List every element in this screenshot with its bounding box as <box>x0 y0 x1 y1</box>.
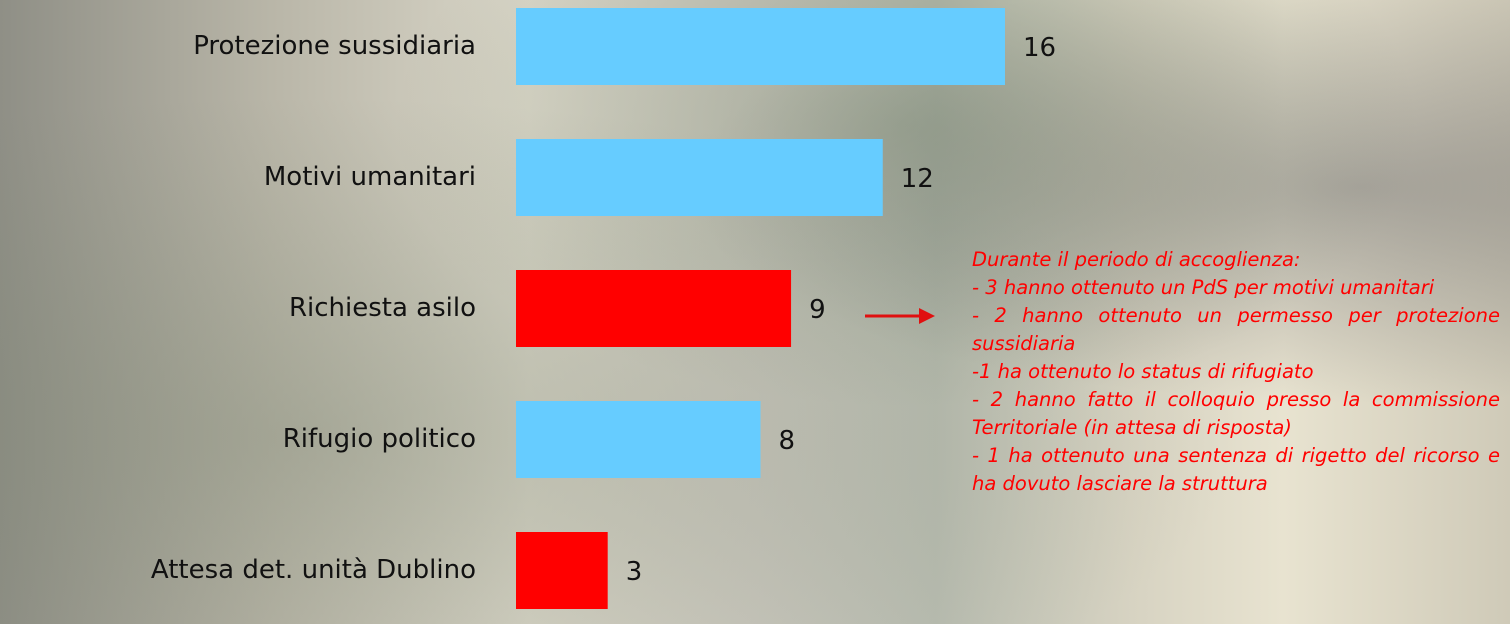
bar <box>516 532 608 609</box>
annotation-line: - 1 ha ottenuto una sentenza di rigetto … <box>972 442 1500 498</box>
category-label: Protezione sussidiaria <box>193 31 476 61</box>
bar <box>516 139 883 216</box>
annotation-line: - 2 hanno fatto il colloquio presso la c… <box>972 386 1500 442</box>
annotation-line: - 3 hanno ottenuto un PdS per motivi uma… <box>972 274 1500 302</box>
value-label: 3 <box>626 557 643 587</box>
annotation-line: - 2 hanno ottenuto un permesso per prote… <box>972 302 1500 358</box>
bar <box>516 270 791 347</box>
annotation-line: Durante il periodo di accoglienza: <box>972 246 1500 274</box>
arrow-head <box>919 308 935 324</box>
value-label: 12 <box>901 164 934 194</box>
value-label: 9 <box>809 295 826 325</box>
value-label: 8 <box>779 426 796 456</box>
value-label: 16 <box>1023 33 1056 63</box>
bar <box>516 401 761 478</box>
slide: Protezione sussidiaria 16 Motivi umanitari… <box>0 0 1510 624</box>
annotation-line: -1 ha ottenuto lo status di rifugiato <box>972 358 1500 386</box>
category-label: Rifugio politico <box>283 424 476 454</box>
annotation: Durante il periodo di accoglienza:- 3 ha… <box>972 246 1500 498</box>
category-label: Motivi umanitari <box>264 162 476 192</box>
bar <box>516 8 1005 85</box>
category-label: Richiesta asilo <box>289 293 476 323</box>
category-label: Attesa det. unità Dublino <box>151 555 476 585</box>
